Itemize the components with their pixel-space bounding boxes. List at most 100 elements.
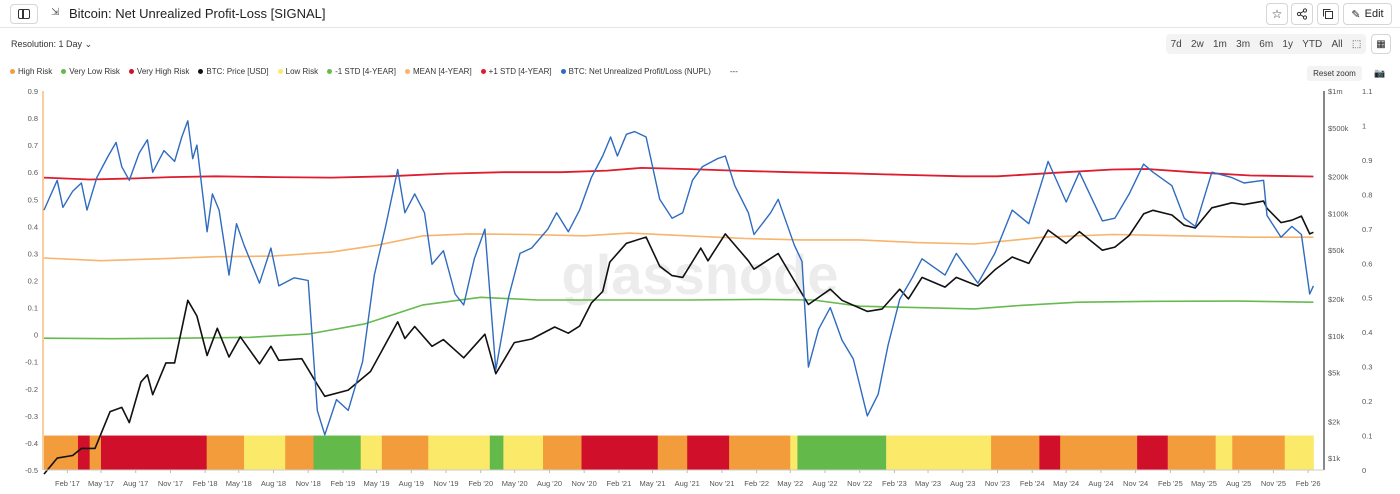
legend: High Risk Very Low Risk Very High Risk B… xyxy=(10,65,738,77)
risk-band-segment xyxy=(89,435,102,470)
risk-band-segment xyxy=(206,435,245,470)
x-tick-label: Nov '17 xyxy=(158,479,183,488)
zoom-icon[interactable]: ⬚ xyxy=(1351,38,1362,50)
risk-band-segment xyxy=(905,435,946,470)
legend-very-low-risk[interactable]: Very Low Risk xyxy=(61,67,120,76)
share-icon[interactable] xyxy=(1291,3,1313,25)
y-right-tick-label: 1.1 xyxy=(1362,87,1372,96)
y-right-tick-label: 0 xyxy=(1362,466,1366,475)
x-tick-label: May '23 xyxy=(915,479,941,488)
legend-dot xyxy=(480,68,486,74)
range-6m[interactable]: 6m xyxy=(1259,38,1274,50)
legend-very-high-risk[interactable]: Very High Risk xyxy=(128,67,189,76)
x-tick-label: Nov '25 xyxy=(1261,479,1286,488)
sidebar-toggle-button[interactable] xyxy=(10,4,38,24)
reset-zoom-button[interactable]: Reset zoom xyxy=(1307,66,1362,81)
edit-button[interactable]: ✎ Edit xyxy=(1343,3,1392,25)
x-tick-label: Aug '17 xyxy=(123,479,148,488)
risk-band-segment xyxy=(1284,435,1314,470)
resolution-select[interactable]: Resolution: 1 Day ⌄ xyxy=(11,39,92,50)
legend-more[interactable]: --- xyxy=(729,66,738,76)
y-left-tick-label: 0.5 xyxy=(28,195,38,204)
legend-label: BTC: Price [USD] xyxy=(206,66,269,76)
legend-label: Low Risk xyxy=(285,66,319,76)
legend-label: High Risk xyxy=(18,66,53,76)
y-price-tick-label: $100k xyxy=(1328,209,1349,218)
risk-band-segment xyxy=(360,435,383,470)
legend-dot xyxy=(404,68,410,74)
range-2w[interactable]: 2w xyxy=(1190,38,1204,50)
x-tick-label: Feb '23 xyxy=(882,479,907,488)
copy-icon[interactable] xyxy=(1317,3,1339,25)
x-tick-label: May '21 xyxy=(639,479,665,488)
range-7d[interactable]: 7d xyxy=(1170,38,1182,50)
resolution-label: Resolution: 1 Day xyxy=(11,39,83,49)
x-tick-label: Aug '22 xyxy=(812,479,837,488)
favorite-star-icon[interactable]: ☆ xyxy=(1266,3,1288,25)
risk-band-segment xyxy=(428,435,491,470)
y-price-tick-label: $200k xyxy=(1328,173,1349,182)
y-right-tick-label: 1 xyxy=(1362,121,1366,130)
edit-label: Edit xyxy=(1364,8,1384,20)
y-left-tick-label: 0.2 xyxy=(28,277,38,286)
x-tick-label: May '18 xyxy=(226,479,252,488)
series-line xyxy=(43,296,1314,340)
y-left-tick-label: 0 xyxy=(34,331,38,340)
range-all[interactable]: All xyxy=(1331,38,1343,50)
calendar-icon[interactable]: ▦ xyxy=(1371,34,1391,54)
legend-mean[interactable]: MEAN [4-YEAR] xyxy=(404,67,472,76)
camera-icon[interactable]: 📷 xyxy=(1374,68,1386,78)
share-glyph xyxy=(1296,8,1308,20)
range-1m[interactable]: 1m xyxy=(1213,38,1227,50)
series-line xyxy=(43,167,1314,181)
series-line xyxy=(43,232,1314,262)
legend-high-risk[interactable]: High Risk xyxy=(10,67,52,76)
legend-low-risk[interactable]: Low Risk xyxy=(277,66,319,76)
x-tick-label: Aug '19 xyxy=(399,479,424,488)
y-right-tick-label: 0.5 xyxy=(1362,294,1372,303)
chart: glassnode 0.9 0.8 0.7 0.6 0.5 0.4 0.3 0.2 0.1 0 -0… xyxy=(25,87,1372,488)
legend-dot xyxy=(560,68,566,74)
legend-minus-1-std[interactable]: -1 STD [4-YEAR] xyxy=(327,67,396,76)
risk-band-segment xyxy=(1167,435,1217,470)
risk-band-segment xyxy=(945,435,992,470)
legend-dot xyxy=(128,68,134,74)
y-right-tick-label: 0.7 xyxy=(1362,225,1372,234)
range-1y[interactable]: 1y xyxy=(1282,38,1293,50)
chevron-down-icon: ⌄ xyxy=(84,39,93,49)
risk-band-segment xyxy=(797,435,887,470)
x-tick-label: Feb '20 xyxy=(468,479,493,488)
legend-plus-1-std[interactable]: +1 STD [4-YEAR] xyxy=(480,67,552,76)
y-right-tick-label: 0.1 xyxy=(1362,432,1372,441)
risk-band-segment xyxy=(489,435,504,470)
range-ytd[interactable]: YTD xyxy=(1302,38,1323,50)
x-tick-label: Nov '23 xyxy=(985,479,1010,488)
legend-nupl[interactable]: BTC: Net Unrealized Profit/Loss (NUPL) xyxy=(560,67,711,76)
y-right-tick-label: 0.3 xyxy=(1362,363,1372,372)
x-tick-label: May '20 xyxy=(502,479,528,488)
y-left-tick-label: 0.7 xyxy=(28,141,38,150)
risk-band-segment xyxy=(1039,435,1061,470)
risk-band-segment xyxy=(687,435,730,470)
risk-band-segment xyxy=(790,435,798,470)
risk-band-segment xyxy=(100,435,208,470)
series-line xyxy=(43,120,1315,436)
x-tick-label: May '25 xyxy=(1191,479,1217,488)
risk-band-segment xyxy=(44,435,79,470)
series-line xyxy=(43,200,1314,475)
y-price-tick-label: $500k xyxy=(1328,124,1349,133)
copy-glyph xyxy=(1323,9,1333,19)
legend-label: -1 STD [4-YEAR] xyxy=(335,66,396,76)
x-tick-label: Feb '18 xyxy=(193,479,218,488)
range-3m[interactable]: 3m xyxy=(1236,38,1251,50)
risk-band-segment xyxy=(313,435,362,470)
legend-dot xyxy=(10,68,15,74)
legend-dot xyxy=(198,68,204,74)
risk-band-segment xyxy=(991,435,1040,470)
y-left-tick-label: -0.3 xyxy=(25,412,38,421)
collapse-icon[interactable]: ⇲ xyxy=(51,7,60,18)
legend-btc-price[interactable]: BTC: Price [USD] xyxy=(198,66,269,76)
y-left-tick-label: 0.1 xyxy=(28,304,38,313)
risk-band-segment xyxy=(1215,435,1233,470)
risk-band-segment xyxy=(381,435,429,470)
